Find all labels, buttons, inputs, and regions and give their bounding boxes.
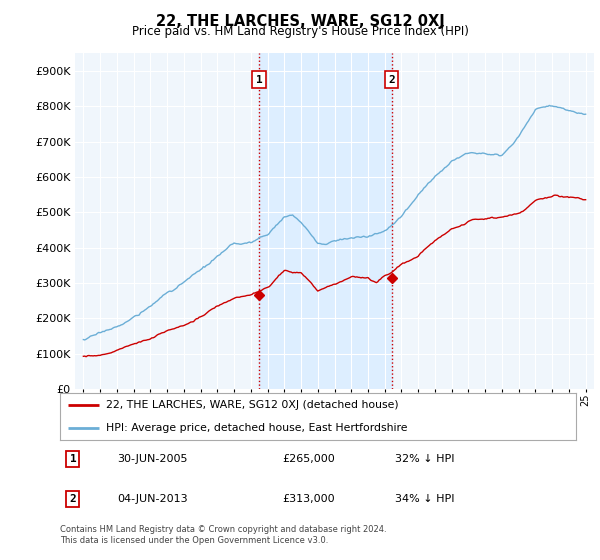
Text: Price paid vs. HM Land Registry's House Price Index (HPI): Price paid vs. HM Land Registry's House … xyxy=(131,25,469,38)
Text: 30-JUN-2005: 30-JUN-2005 xyxy=(117,454,187,464)
Text: 22, THE LARCHES, WARE, SG12 0XJ: 22, THE LARCHES, WARE, SG12 0XJ xyxy=(155,14,445,29)
Text: 2: 2 xyxy=(388,74,395,85)
Text: 04-JUN-2013: 04-JUN-2013 xyxy=(117,494,187,504)
Bar xyxy=(259,53,392,389)
Text: 34% ↓ HPI: 34% ↓ HPI xyxy=(395,494,455,504)
Text: 32% ↓ HPI: 32% ↓ HPI xyxy=(395,454,455,464)
Text: 1: 1 xyxy=(70,454,76,464)
Text: HPI: Average price, detached house, East Hertfordshire: HPI: Average price, detached house, East… xyxy=(106,423,408,433)
Text: 2: 2 xyxy=(70,494,76,504)
Text: £313,000: £313,000 xyxy=(282,494,335,504)
Text: 22, THE LARCHES, WARE, SG12 0XJ (detached house): 22, THE LARCHES, WARE, SG12 0XJ (detache… xyxy=(106,400,399,410)
Text: £265,000: £265,000 xyxy=(282,454,335,464)
Text: Contains HM Land Registry data © Crown copyright and database right 2024.
This d: Contains HM Land Registry data © Crown c… xyxy=(60,525,386,545)
Text: 1: 1 xyxy=(256,74,263,85)
